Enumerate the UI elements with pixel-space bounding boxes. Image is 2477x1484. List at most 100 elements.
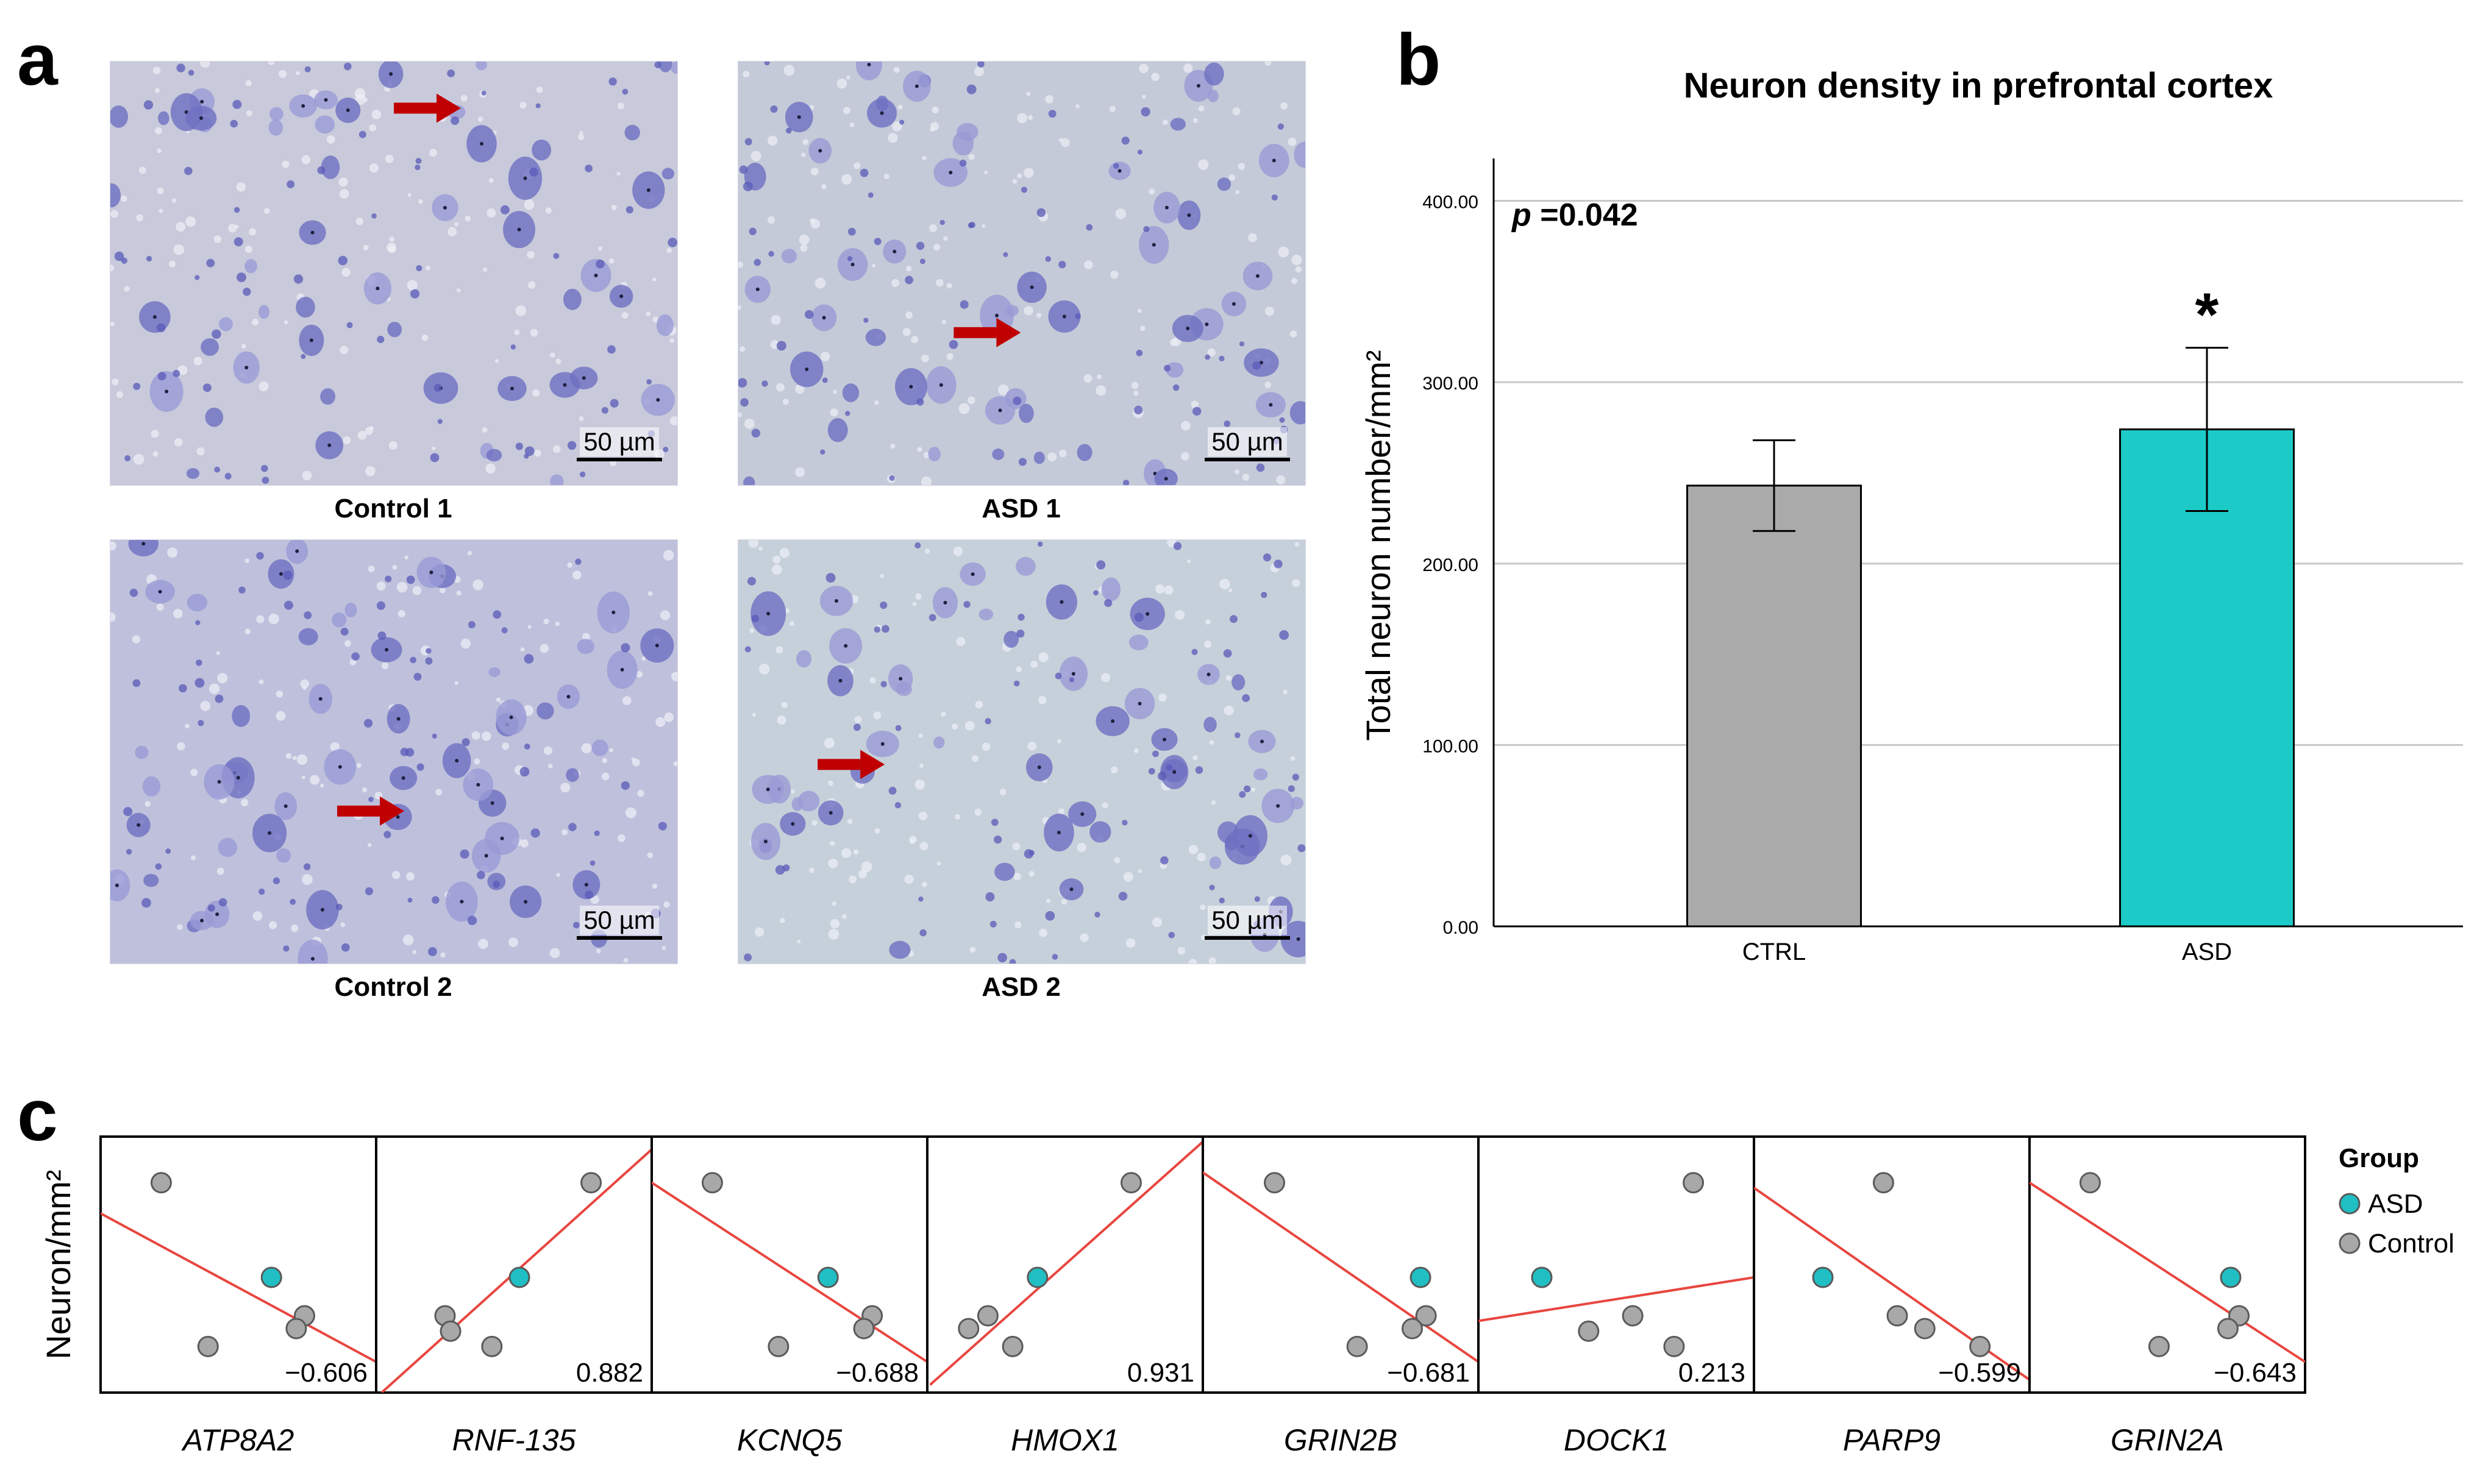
tissue-speck	[376, 581, 386, 591]
neuron-cell	[387, 321, 402, 338]
glia-dot	[919, 258, 925, 264]
point-control	[197, 1335, 219, 1357]
glia-dot	[447, 69, 455, 77]
micrograph-caption: Control 2	[334, 972, 452, 1002]
tissue-speck	[919, 764, 924, 768]
glia-dot	[365, 887, 374, 895]
red-arrow-icon	[996, 318, 1021, 347]
glia-dot	[194, 678, 205, 688]
glia-dot	[358, 130, 366, 138]
facet-frame	[99, 1135, 377, 1394]
neuron-cell	[158, 111, 169, 126]
tissue-speck	[1187, 559, 1191, 564]
neuron-nucleolus	[346, 108, 350, 112]
significance-marker: *	[2195, 281, 2219, 349]
glia-dot	[194, 275, 200, 280]
neuron-cell	[128, 540, 159, 556]
glia-dot	[1223, 649, 1232, 658]
neuron-nucleolus	[244, 366, 249, 370]
glia-dot	[346, 322, 353, 328]
glia-dot	[939, 219, 946, 225]
tissue-speck	[758, 663, 770, 675]
neuron-nucleolus	[311, 957, 315, 961]
tissue-speck	[772, 564, 782, 575]
neuron-nucleolus	[283, 804, 288, 808]
tissue-speck	[319, 783, 324, 788]
tissue-speck	[282, 160, 290, 168]
neuron-nucleolus	[509, 715, 513, 719]
glia-dot	[985, 718, 991, 725]
tissue-speck	[946, 353, 953, 360]
glia-dot	[519, 767, 530, 777]
glia-dot	[304, 66, 311, 73]
tissue-speck	[151, 430, 159, 438]
glia-dot	[621, 781, 630, 790]
neuron-nucleolus	[200, 918, 204, 923]
tissue-speck	[1149, 188, 1155, 195]
point-asd	[508, 1266, 530, 1288]
y-tick-label: 100.00	[1422, 736, 1478, 756]
neuron-nucleolus	[396, 717, 401, 721]
tissue-speck	[609, 748, 613, 753]
tissue-speck	[610, 460, 617, 467]
gene-label: HMOX1	[1011, 1423, 1119, 1457]
neuron-cell	[1101, 577, 1121, 602]
tissue-speck	[883, 173, 889, 180]
tissue-speck	[783, 65, 795, 76]
glia-dot	[1094, 912, 1100, 918]
tissue-speck	[1024, 168, 1034, 178]
tissue-speck	[355, 217, 364, 225]
neuron-nucleolus	[401, 776, 405, 780]
tissue-speck	[914, 779, 925, 790]
glia-dot	[966, 84, 977, 94]
neuron-cell	[135, 745, 149, 759]
neuron-nucleolus	[619, 294, 624, 299]
tissue-speck	[552, 445, 561, 453]
tissue-speck	[1047, 452, 1057, 462]
glia-dot	[377, 631, 387, 641]
tissue-speck	[486, 208, 496, 218]
neuron-cell	[933, 736, 945, 749]
tissue-speck	[738, 412, 742, 417]
tissue-speck	[743, 71, 750, 78]
tissue-speck	[447, 227, 457, 236]
neuron-cell	[1154, 468, 1178, 485]
tissue-speck	[483, 267, 488, 272]
neuron-nucleolus	[791, 822, 795, 826]
tissue-speck	[795, 384, 805, 394]
tissue-speck	[1057, 739, 1062, 744]
glia-dot	[1013, 396, 1022, 405]
tissue-speck	[256, 615, 265, 623]
tissue-speck	[622, 696, 632, 705]
glia-dot	[1118, 892, 1128, 901]
glia-dot	[133, 382, 141, 390]
neuron-nucleolus	[137, 823, 141, 827]
scale-bar-label: 50 µm	[1208, 427, 1287, 456]
correlation-value: 0.882	[576, 1358, 643, 1388]
glia-dot	[1069, 677, 1074, 683]
tissue-speck	[396, 581, 408, 593]
glia-dot	[1271, 194, 1278, 201]
glia-dot	[585, 890, 593, 899]
glia-dot	[510, 344, 516, 350]
tissue-speck	[382, 662, 389, 670]
tissue-speck	[1264, 381, 1272, 388]
glia-dot	[173, 369, 180, 377]
glia-dot	[622, 88, 629, 95]
tissue-speck	[1152, 917, 1163, 928]
neuron-nucleolus	[838, 678, 843, 683]
glia-dot	[575, 558, 582, 565]
glia-dot	[262, 477, 269, 484]
neuron-cell	[743, 476, 755, 485]
glia-dot	[238, 586, 246, 594]
tissue-speck	[502, 742, 510, 750]
legend-label-asd: ASD	[2368, 1189, 2423, 1219]
tissue-speck	[567, 563, 572, 568]
glia-dot	[460, 849, 469, 859]
neuron-cell	[232, 705, 251, 727]
glia-dot	[914, 542, 921, 549]
tissue-speck	[467, 550, 472, 556]
glia-dot	[744, 646, 751, 653]
tissue-speck	[560, 783, 571, 793]
tissue-speck	[890, 443, 896, 449]
